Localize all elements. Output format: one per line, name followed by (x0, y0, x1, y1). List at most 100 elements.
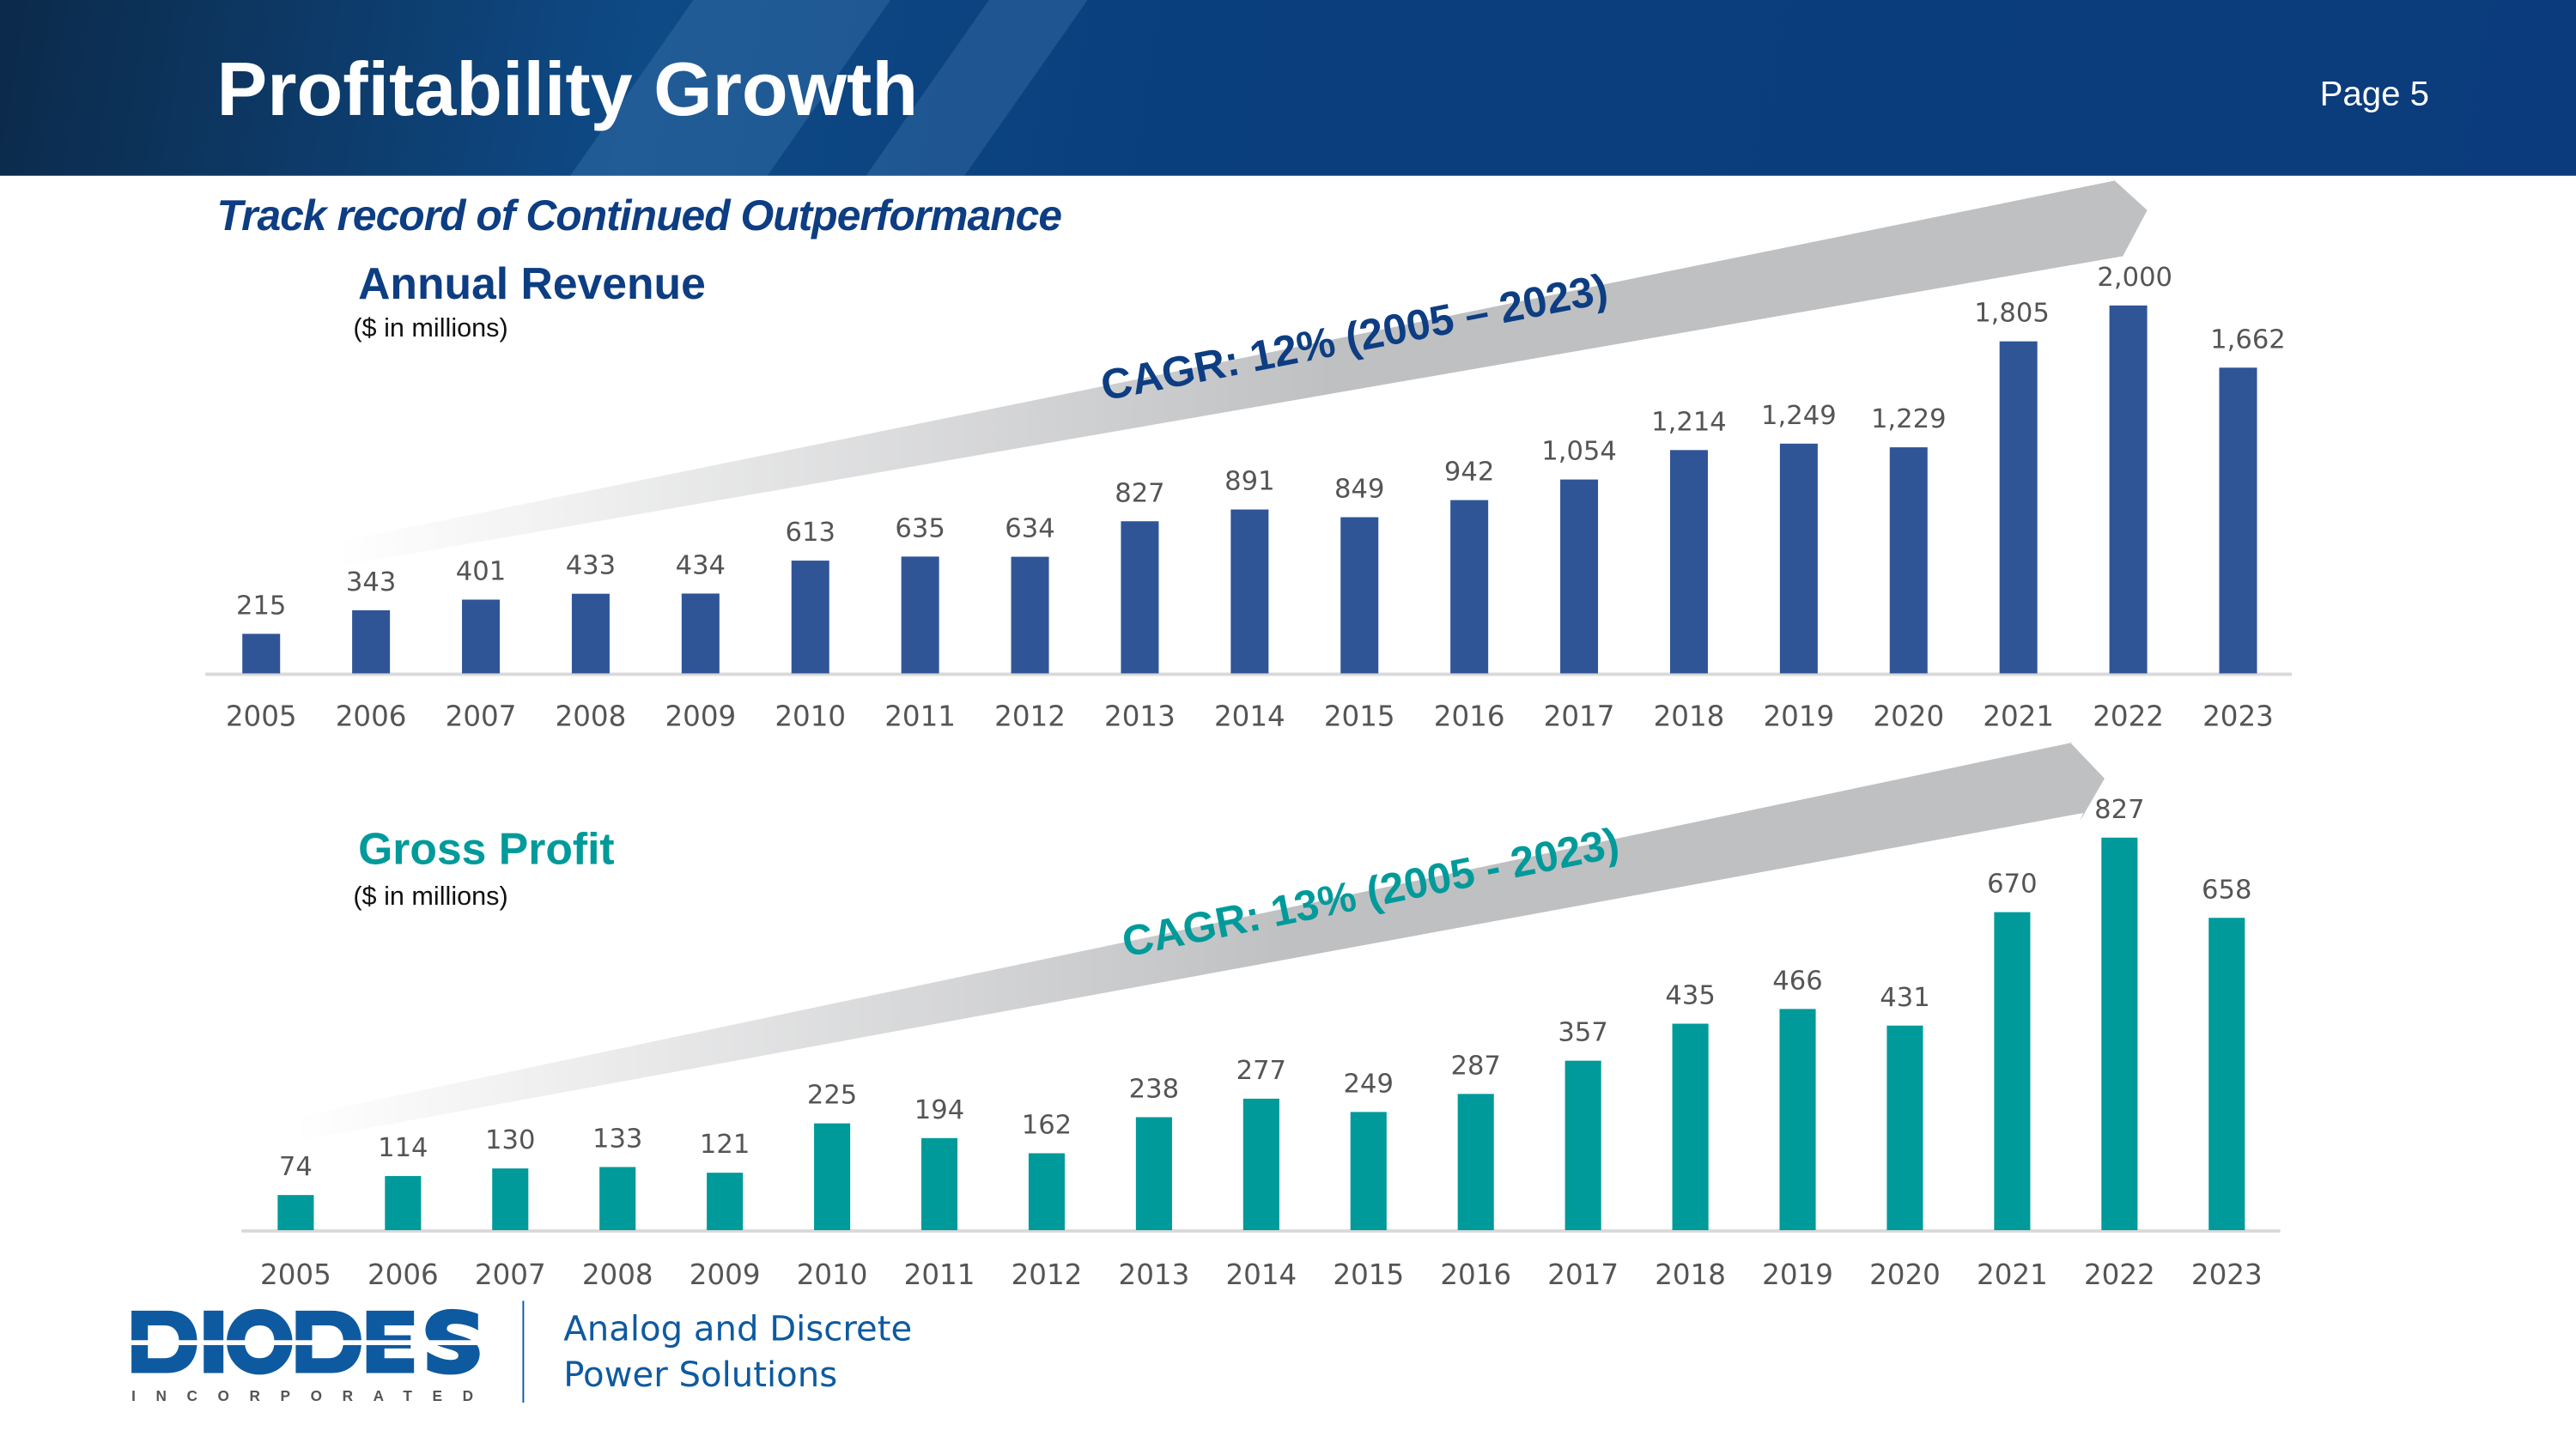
data-label: 891 (1224, 467, 1274, 497)
bar-2020 (1886, 1025, 1923, 1231)
data-label: 849 (1334, 475, 1384, 505)
bar-2012 (1028, 1153, 1066, 1231)
data-label: 249 (1344, 1069, 1394, 1099)
bar-2019 (1779, 1009, 1816, 1231)
x-tick-label: 2006 (368, 1258, 439, 1291)
cagr-arrow-gross-profit (295, 742, 2105, 1142)
bar-2014 (1242, 1098, 1279, 1231)
bar-2011 (901, 556, 939, 674)
logo-subtext: INCORPORATED (131, 1387, 473, 1404)
data-label: 357 (1558, 1018, 1607, 1048)
logo-divider (522, 1300, 525, 1403)
data-label: 238 (1129, 1075, 1179, 1105)
data-label: 1,805 (1974, 299, 2050, 329)
x-tick-label: 2007 (475, 1258, 546, 1291)
x-tick-label: 2013 (1104, 700, 1176, 733)
bar-2008 (599, 1167, 636, 1231)
x-tick-label: 2005 (260, 1258, 331, 1291)
x-tick-label: 2007 (446, 700, 517, 733)
data-label: 1,229 (1871, 404, 1947, 434)
bar-2021 (1999, 341, 2038, 674)
x-tick-label: 2021 (1977, 1258, 2048, 1291)
bar-2020 (1889, 447, 1928, 674)
bar-2010 (814, 1123, 851, 1231)
x-tick-label: 2012 (1012, 1258, 1083, 1291)
bar-2021 (1994, 912, 2031, 1231)
x-tick-label: 2023 (2191, 1258, 2263, 1291)
bar-2010 (791, 561, 829, 674)
data-label: 277 (1236, 1056, 1286, 1086)
data-label: 634 (1005, 514, 1054, 544)
x-tick-label: 2013 (1119, 1258, 1190, 1291)
x-tick-label: 2023 (2202, 700, 2274, 733)
bar-2015 (1340, 517, 1379, 674)
data-label: 670 (1987, 870, 2037, 900)
subtitle: Track record of Continued Outperformance (216, 190, 1063, 240)
x-tick-label: 2011 (904, 1258, 975, 1291)
bar-2006 (352, 609, 391, 674)
data-label: 130 (485, 1125, 535, 1155)
data-label: 343 (346, 567, 396, 597)
x-tick-label: 2015 (1333, 1258, 1404, 1291)
bar-2017 (1560, 479, 1599, 674)
x-tick-label: 2005 (226, 700, 297, 733)
data-label: 431 (1880, 983, 1929, 1013)
data-label: 2,000 (2097, 263, 2172, 293)
bar-2013 (1135, 1117, 1172, 1231)
tagline-line-1: Analog and Discrete (563, 1308, 913, 1349)
x-tick-label: 2022 (2093, 700, 2164, 733)
data-label: 121 (700, 1130, 750, 1160)
bar-2022 (2109, 305, 2148, 674)
bar-2015 (1350, 1112, 1387, 1231)
x-tick-label: 2011 (884, 700, 956, 733)
bar-2008 (571, 593, 610, 674)
x-tick-label: 2018 (1654, 700, 1725, 733)
bar-2007 (492, 1168, 529, 1231)
bar-2023 (2208, 918, 2245, 1231)
bar-2014 (1230, 509, 1269, 674)
x-tick-label: 2008 (556, 700, 627, 733)
x-tick-label: 2008 (582, 1258, 653, 1291)
data-label: 635 (895, 513, 945, 543)
data-label: 827 (1115, 478, 1164, 508)
page-title: Profitability Growth (216, 45, 919, 132)
bar-2006 (385, 1176, 422, 1231)
x-tick-label: 2021 (1983, 700, 2054, 733)
gross-profit-chart: 74 2005 114 2006 130 2007 133 2008 121 2009 225 201… (241, 795, 2281, 1291)
data-label: 433 (566, 551, 616, 581)
data-label: 287 (1450, 1051, 1500, 1081)
x-tick-label: 2019 (1762, 1258, 1833, 1291)
data-label: 74 (279, 1152, 313, 1182)
data-label: 827 (2094, 795, 2144, 825)
bar-2011 (920, 1137, 958, 1231)
x-tick-label: 2009 (665, 700, 736, 733)
x-tick-label: 2020 (1869, 1258, 1941, 1291)
diodes-logo: INCORPORATED (131, 1308, 480, 1404)
data-label: 658 (2202, 875, 2251, 905)
page-number: Page 5 (2319, 76, 2429, 114)
bar-2018 (1669, 450, 1708, 674)
data-label: 215 (236, 591, 286, 621)
x-tick-label: 2010 (797, 1258, 868, 1291)
bar-2022 (2101, 837, 2138, 1231)
header-banner: Profitability Growth Page 5 (0, 0, 2576, 176)
data-label: 133 (592, 1125, 642, 1155)
revenue-chart: 215 2005 343 2006 401 2007 433 2008 434 2009 613 20… (205, 263, 2293, 733)
x-tick-label: 2018 (1655, 1258, 1726, 1291)
bar-2012 (1011, 556, 1049, 674)
data-label: 401 (456, 557, 506, 587)
x-tick-label: 2019 (1763, 700, 1834, 733)
bar-2005 (277, 1195, 314, 1231)
bar-2017 (1564, 1060, 1601, 1231)
x-tick-label: 2009 (690, 1258, 761, 1291)
data-label: 162 (1022, 1111, 1072, 1141)
data-label: 466 (1772, 966, 1822, 996)
data-label: 1,249 (1761, 401, 1837, 431)
data-label: 613 (786, 518, 835, 548)
x-tick-label: 2014 (1214, 700, 1285, 733)
bar-2016 (1450, 500, 1489, 674)
tagline-line-2: Power Solutions (563, 1355, 838, 1395)
x-tick-label: 2020 (1873, 700, 1944, 733)
x-tick-label: 2015 (1324, 700, 1395, 733)
